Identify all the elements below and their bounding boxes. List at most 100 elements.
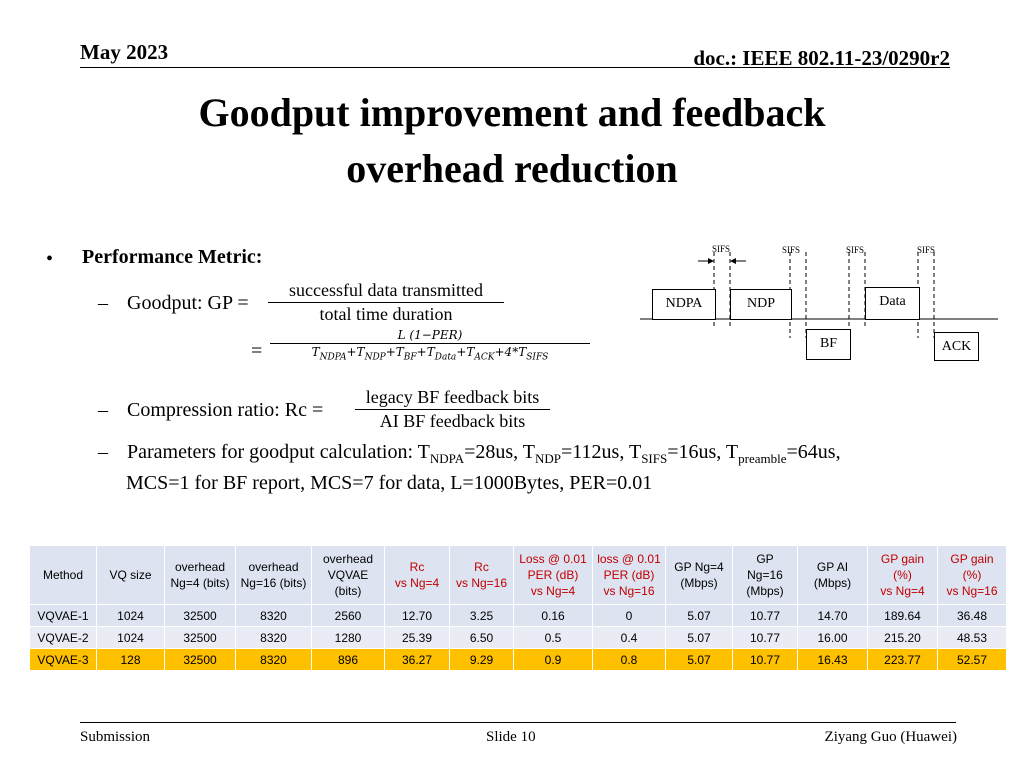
footer-divider: [80, 722, 956, 723]
goodput-fraction: successful data transmitted total time d…: [268, 280, 504, 325]
params-sub: preamble: [738, 451, 787, 466]
table-header-cell: loss @ 0.01 PER (dB) vs Ng=16: [592, 545, 666, 605]
ndpa-frame: NDPA: [652, 289, 716, 320]
table-cell: 52.57: [937, 648, 1007, 671]
table-cell: 32500: [164, 604, 236, 627]
params-text: =16us, T: [667, 441, 739, 463]
params-text: =28us, T: [464, 441, 535, 463]
data-frame: Data: [865, 287, 920, 320]
goodput-formula-fraction: L (1−PER) TNDPA+TNDP+TBF+TData+TACK+4*TS…: [270, 328, 590, 362]
table-cell: 0.9: [513, 648, 593, 671]
table-cell: VQVAE-1: [29, 604, 97, 627]
footer-slide-number: Slide 10: [486, 729, 536, 745]
header-divider: [80, 67, 950, 68]
table-cell: VQVAE-2: [29, 626, 97, 649]
table-cell: 5.07: [665, 648, 733, 671]
table-header-cell: Rc vs Ng=16: [449, 545, 514, 605]
header-doc-id: doc.: IEEE 802.11-23/0290r2: [693, 46, 950, 70]
table-cell: 0.4: [592, 626, 666, 649]
table-header-cell: overhead Ng=4 (bits): [164, 545, 236, 605]
dash-bullet: –: [98, 441, 108, 463]
sifs-label: SIFS: [782, 245, 801, 255]
goodput-line: – Goodput: GP =: [98, 292, 249, 315]
table-cell: 128: [96, 648, 165, 671]
goodput-label: Goodput: GP =: [127, 292, 249, 314]
table-cell: 36.48: [937, 604, 1007, 627]
compression-ratio-label: Compression ratio: Rc =: [127, 399, 324, 421]
table-cell: VQVAE-3: [29, 648, 97, 671]
table-cell: 16.00: [797, 626, 868, 649]
table-header-cell: overhead VQVAE (bits): [311, 545, 385, 605]
table-cell: 215.20: [867, 626, 938, 649]
table-cell: 1280: [311, 626, 385, 649]
results-table: Method VQ size overhead Ng=4 (bits) overhead…: [29, 545, 1007, 671]
table-cell: 0: [592, 604, 666, 627]
table-cell: 5.07: [665, 626, 733, 649]
table-cell: 10.77: [732, 648, 798, 671]
table-cell: 14.70: [797, 604, 868, 627]
table-cell: 10.77: [732, 626, 798, 649]
goodput-formula-denominator: TNDPA+TNDP+TBF+TData+TACK+4*TSIFS: [311, 345, 549, 363]
table-cell: 8320: [235, 648, 312, 671]
goodput-denominator: total time duration: [319, 304, 453, 324]
table-cell: 16.43: [797, 648, 868, 671]
slide-title-line1: Goodput improvement and feedback: [198, 90, 826, 135]
equals-sign: =: [251, 340, 263, 362]
params-sub: NDPA: [429, 451, 465, 466]
table-header-cell: GP Ng=16 (Mbps): [732, 545, 798, 605]
table-cell: 3.25: [449, 604, 514, 627]
table-row: VQVAE-2 1024 32500 8320 1280 25.39 6.50 0.5 0.4 5…: [29, 626, 1007, 649]
bf-frame: BF: [806, 329, 851, 360]
dash-bullet: –: [98, 292, 108, 314]
compression-ratio-line: – Compression ratio: Rc =: [98, 399, 323, 422]
rc-numerator: legacy BF feedback bits: [355, 387, 550, 410]
params-line2: MCS=1 for BF report, MCS=7 for data, L=1…: [126, 472, 653, 494]
bullet-dot: •: [46, 248, 54, 270]
table-cell: 223.77: [867, 648, 938, 671]
dash-bullet: –: [98, 399, 108, 421]
table-cell: 1024: [96, 626, 165, 649]
table-header-row: Method VQ size overhead Ng=4 (bits) overhead…: [29, 545, 1007, 605]
table-header-cell: GP AI (Mbps): [797, 545, 868, 605]
ndp-frame: NDP: [730, 289, 792, 320]
table-cell: 2560: [311, 604, 385, 627]
table-header-cell: GP Ng=4 (Mbps): [665, 545, 733, 605]
sifs-label: SIFS: [917, 245, 936, 255]
slide-title-line2: overhead reduction: [346, 146, 678, 191]
table-cell: 5.07: [665, 604, 733, 627]
table-cell: 32500: [164, 626, 236, 649]
params-text: =64us,: [786, 441, 841, 463]
table-cell: 896: [311, 648, 385, 671]
table-cell: 1024: [96, 604, 165, 627]
slide-title: Goodput improvement and feedback overhea…: [0, 85, 1024, 197]
parameters-text: – Parameters for goodput calculation: TN…: [98, 440, 968, 496]
table-header-cell: Loss @ 0.01 PER (dB) vs Ng=4: [513, 545, 593, 605]
table-cell: 12.70: [384, 604, 450, 627]
table-cell: 48.53: [937, 626, 1007, 649]
table-cell: 189.64: [867, 604, 938, 627]
header-date: May 2023: [80, 40, 169, 64]
timing-diagram: SIFS SIFS SIFS SIFS NDPA NDP Data BF ACK: [638, 242, 1000, 364]
table-row: VQVAE-1 1024 32500 8320 2560 12.70 3.25 0.16 0 5.…: [29, 604, 1007, 627]
footer-author: Ziyang Guo (Huawei): [824, 729, 957, 745]
performance-metric-label: Performance Metric:: [82, 246, 263, 268]
footer-submission: Submission: [80, 729, 151, 745]
table-cell: 8320: [235, 604, 312, 627]
params-text: =112us, T: [561, 441, 642, 463]
rc-denominator: AI BF feedback bits: [379, 411, 526, 431]
goodput-numerator: successful data transmitted: [268, 280, 504, 303]
params-sub: NDP: [535, 451, 562, 466]
table-cell: 0.16: [513, 604, 593, 627]
table-cell: 36.27: [384, 648, 450, 671]
table-header-cell: Rc vs Ng=4: [384, 545, 450, 605]
sifs-label: SIFS: [712, 244, 731, 254]
params-sub: SIFS: [641, 451, 668, 466]
table-cell: 8320: [235, 626, 312, 649]
sifs-label: SIFS: [846, 245, 865, 255]
table-cell: 25.39: [384, 626, 450, 649]
table-header-cell: Method: [29, 545, 97, 605]
table-header-cell: VQ size: [96, 545, 165, 605]
compression-ratio-fraction: legacy BF feedback bits AI BF feedback b…: [355, 387, 550, 432]
goodput-formula-numerator: L (1−PER): [270, 328, 590, 344]
table-cell: 6.50: [449, 626, 514, 649]
